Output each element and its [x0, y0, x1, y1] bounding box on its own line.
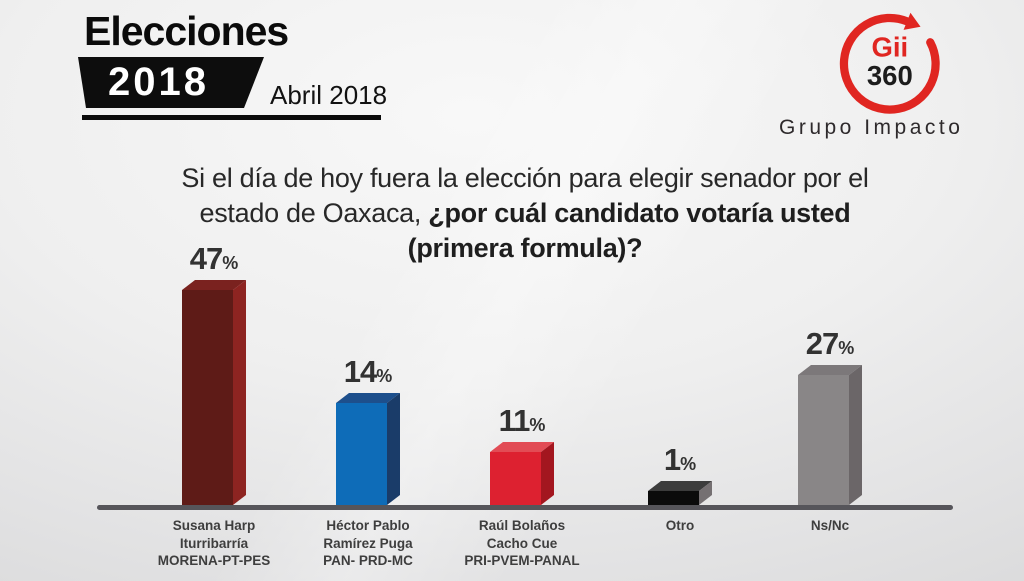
bar-value-number: 27	[805, 326, 839, 361]
bar-value-unit: %	[376, 366, 393, 386]
bar-otro	[648, 481, 712, 505]
bar-front-face-ns-nc	[798, 375, 849, 505]
bar-front-face-hector-pablo	[336, 403, 387, 505]
bar-front-face-otro	[648, 491, 699, 505]
question-line-1: Si el día de hoy fuera la elección para …	[181, 163, 869, 193]
logo-text-bottom: 360	[867, 60, 913, 91]
arrowhead-icon	[903, 12, 921, 30]
bar-side-face-hector-pablo	[387, 393, 400, 505]
bar-top-face-hector-pablo	[336, 393, 400, 403]
logo-text-top: Gii	[871, 32, 908, 63]
question-line-3: (primera formula)?	[407, 233, 643, 263]
survey-question: Si el día de hoy fuera la elección para …	[30, 161, 1020, 266]
bar-top-face-ns-nc	[798, 365, 862, 375]
bar-value-number: 1	[663, 442, 681, 477]
bar-value-unit: %	[222, 253, 239, 273]
bar-side-face-ns-nc	[849, 365, 862, 505]
x-axis-baseline	[97, 505, 953, 510]
bar-top-face-otro	[648, 481, 712, 491]
bar-top-face-raul-bolanos	[490, 442, 554, 452]
bar-value-label-ns-nc: 27%	[770, 326, 890, 362]
bar-value-label-otro: 1%	[620, 442, 740, 478]
brand-underline	[82, 115, 381, 120]
bar-value-unit: %	[838, 338, 855, 358]
bar-value-unit: %	[680, 454, 697, 474]
bar-top-face-susana-harp	[182, 280, 246, 290]
bar-category-label-ns-nc: Ns/Nc	[810, 518, 850, 533]
bar-category-label-hector-pablo: Héctor Pablo Ramírez Puga PAN- PRD-MC	[323, 518, 413, 569]
bar-front-face-raul-bolanos	[490, 452, 541, 505]
bar-value-label-hector-pablo: 14%	[308, 354, 428, 390]
brand-subtitle: Abril 2018	[270, 80, 388, 110]
circular-arrow-logo-icon: Gii 360	[839, 12, 940, 114]
bar-susana-harp	[182, 280, 246, 505]
bar-value-unit: %	[529, 415, 546, 435]
bar-value-label-raul-bolanos: 11%	[462, 403, 582, 439]
brand-year-banner: 2018	[76, 57, 264, 108]
bar-side-face-raul-bolanos	[541, 442, 554, 505]
bar-side-face-susana-harp	[233, 280, 246, 505]
bar-category-label-raul-bolanos: Raúl Bolaños Cacho Cue PRI-PVEM-PANAL	[464, 518, 580, 569]
bar-value-number: 11	[498, 403, 531, 438]
bar-ns-nc	[798, 365, 862, 505]
bar-front-face-susana-harp	[182, 290, 233, 505]
brand-title: Elecciones	[84, 8, 289, 54]
bar-value-number: 14	[343, 354, 377, 389]
logo-company-name: Grupo Impacto	[779, 116, 964, 139]
bar-hector-pablo	[336, 393, 400, 505]
bar-category-label-susana-harp: Susana Harp Iturribarría MORENA-PT-PES	[157, 518, 271, 569]
brand-year: 2018	[108, 60, 209, 104]
bar-category-label-otro: Otro	[665, 518, 695, 533]
question-line-2: estado de Oaxaca, ¿por cuál candidato vo…	[199, 198, 851, 228]
bar-raul-bolanos	[490, 442, 554, 505]
bar-value-number: 47	[189, 241, 223, 276]
bar-value-label-susana-harp: 47%	[154, 241, 274, 277]
